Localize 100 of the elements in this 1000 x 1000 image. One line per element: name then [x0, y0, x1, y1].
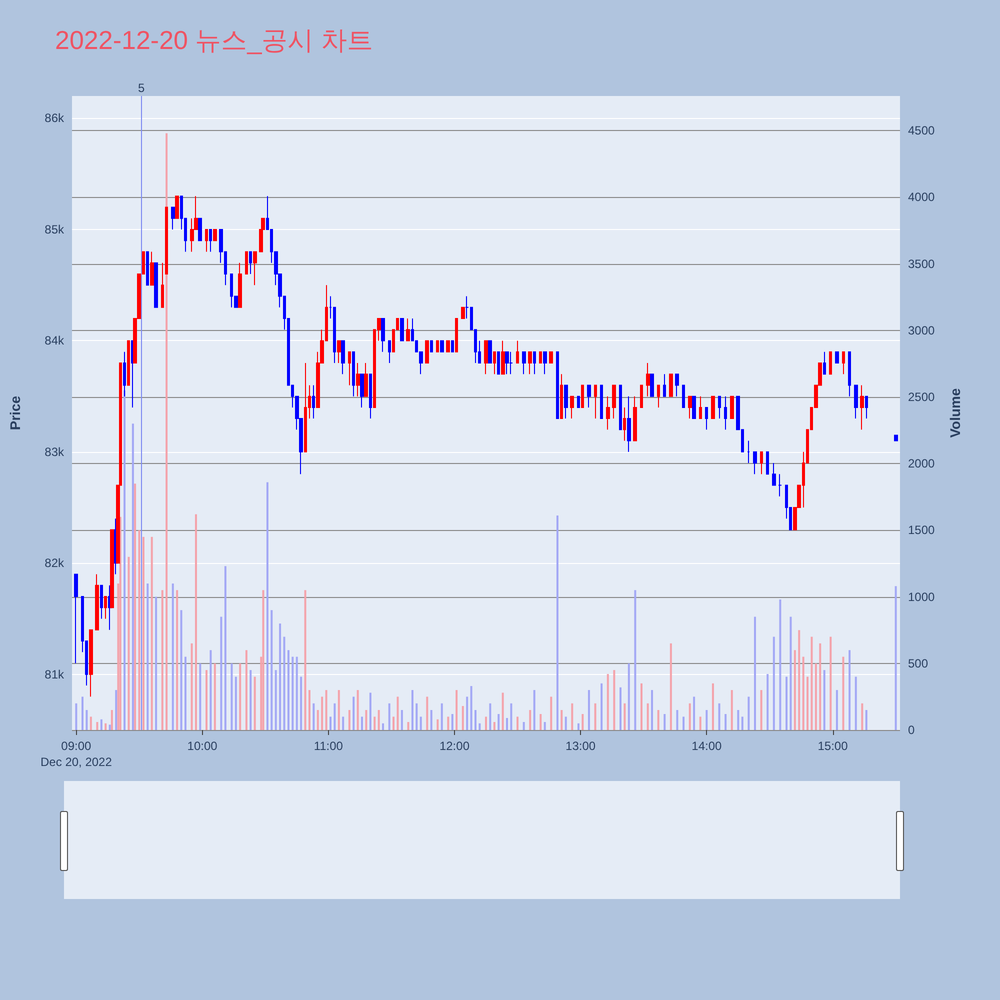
bar: [748, 696, 750, 730]
candlestick: [213, 228, 217, 242]
bar: [478, 723, 481, 730]
candlestick: [146, 251, 149, 286]
bar: [287, 650, 290, 730]
candlestick: [522, 351, 526, 375]
candlestick: [150, 251, 154, 286]
candlestick: [778, 474, 782, 497]
bar: [646, 703, 649, 730]
bar: [119, 516, 122, 730]
candlestick: [842, 351, 845, 375]
bar: [564, 716, 567, 730]
bar: [369, 692, 372, 730]
y2-tick-label: 3500: [908, 256, 936, 271]
bar: [396, 696, 399, 730]
bar: [392, 716, 395, 730]
bar: [86, 710, 88, 730]
bar: [848, 650, 851, 730]
bar: [184, 656, 186, 730]
candlestick: [165, 206, 168, 274]
bar: [540, 714, 542, 730]
candlestick: [640, 384, 643, 408]
bar: [466, 696, 468, 730]
bar: [588, 690, 590, 730]
y2-tick-label: 3000: [908, 323, 936, 338]
bar: [699, 716, 702, 730]
bar: [766, 674, 769, 730]
candlestick: [249, 251, 252, 274]
bar: [571, 703, 574, 730]
bar: [82, 696, 84, 730]
bar: [250, 670, 252, 730]
x-tick-label: 11:00: [314, 739, 344, 753]
candlestick: [711, 396, 715, 420]
candlestick: [74, 574, 78, 664]
bar: [312, 703, 315, 730]
candlestick: [823, 351, 826, 375]
candlestick: [663, 374, 666, 397]
candlestick: [835, 351, 839, 364]
bar: [234, 676, 237, 730]
bar: [640, 683, 643, 730]
bar: [682, 716, 685, 730]
candlestick: [865, 396, 868, 420]
bar: [108, 724, 111, 730]
bar: [474, 710, 476, 730]
bar: [619, 687, 622, 730]
candlestick: [154, 262, 158, 308]
candlestick: [600, 384, 603, 420]
x-tick-label: 10:00: [187, 739, 218, 753]
candlestick: [606, 396, 610, 430]
bar: [194, 514, 197, 730]
candlestick: [198, 218, 202, 242]
candlestick: [627, 396, 631, 452]
bar: [270, 610, 273, 730]
y2-tick-label: 2000: [908, 456, 936, 471]
candlestick: [675, 374, 679, 397]
bar: [172, 583, 174, 730]
candlestick: [682, 384, 685, 408]
bar: [430, 710, 432, 730]
bar: [613, 670, 616, 730]
bar: [676, 710, 678, 730]
bar: [388, 703, 390, 730]
bar: [582, 714, 584, 730]
bar: [624, 703, 626, 730]
bar: [254, 676, 256, 730]
candlestick: [854, 384, 858, 420]
candlestick: [209, 228, 212, 252]
candlestick: [175, 196, 179, 219]
bar: [779, 599, 782, 730]
candlestick: [829, 351, 832, 375]
bar: [693, 696, 696, 730]
bar: [279, 623, 282, 730]
y-tick-label: 82k: [44, 556, 65, 570]
bar: [794, 650, 796, 730]
candlestick: [533, 351, 536, 375]
candlestick: [860, 384, 864, 430]
bar: [806, 676, 809, 730]
bar: [894, 586, 897, 730]
candlestick: [400, 318, 404, 342]
bar: [220, 616, 222, 730]
bar: [830, 636, 832, 730]
bar: [577, 723, 580, 730]
bar: [374, 716, 376, 730]
y2-tick-label: 0: [908, 723, 915, 737]
bar: [155, 596, 158, 730]
bar: [670, 643, 672, 730]
candlestick: [337, 340, 341, 364]
bar: [823, 670, 826, 730]
candlestick: [623, 406, 626, 442]
candlestick: [650, 374, 654, 397]
bar: [321, 696, 324, 730]
y-tick-label: 83k: [44, 444, 65, 459]
candlestick: [369, 374, 372, 420]
y2-axis-title: Volume: [947, 388, 963, 438]
bar: [230, 663, 233, 730]
y2-tick-label: 4000: [908, 190, 936, 204]
candlestick: [245, 251, 248, 274]
bar: [382, 723, 384, 730]
bar: [493, 722, 496, 730]
bar: [451, 714, 454, 730]
bar: [338, 690, 340, 730]
